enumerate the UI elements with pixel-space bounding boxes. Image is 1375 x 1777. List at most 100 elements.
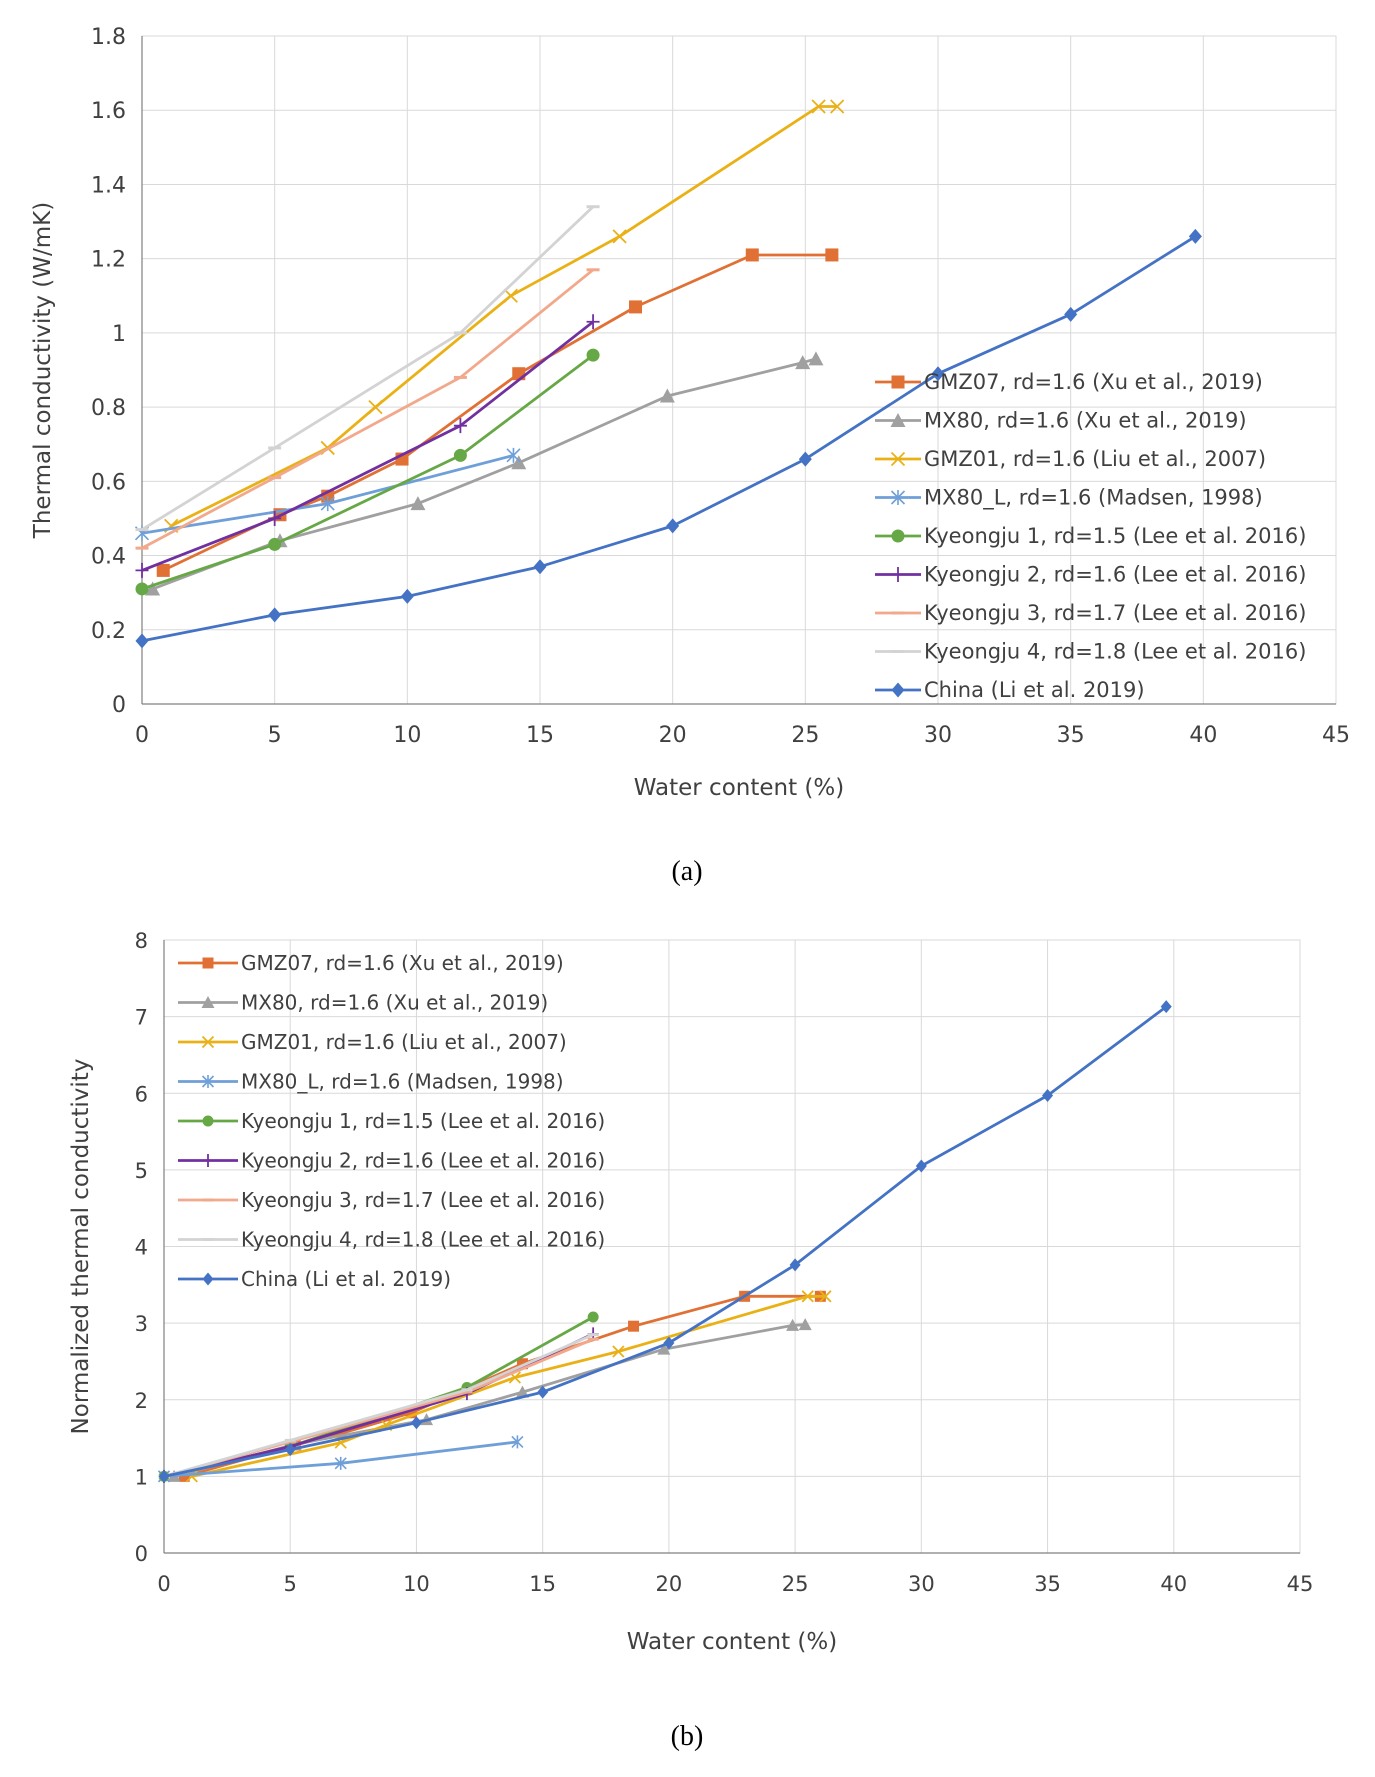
data-point xyxy=(368,399,383,415)
marker-shape xyxy=(819,1290,832,1303)
series-kyeongju-1-rd-1-5-lee-et-al-2016 xyxy=(135,348,600,596)
data-point xyxy=(612,1345,625,1358)
legend-marker xyxy=(890,413,906,427)
series-mx80-l-rd-1-6-madsen-1998 xyxy=(134,447,521,541)
marker-shape xyxy=(891,682,905,698)
marker-shape xyxy=(663,1336,675,1350)
data-point xyxy=(405,1407,417,1419)
marker-shape xyxy=(400,588,414,604)
legend-item: Kyeongju 4, rd=1.8 (Lee et al. 2016) xyxy=(875,640,1306,664)
x-tick-label: 5 xyxy=(268,723,282,748)
marker-shape xyxy=(1064,306,1078,322)
series-line xyxy=(163,1337,594,1478)
data-point xyxy=(135,562,149,578)
data-point xyxy=(666,518,680,534)
series-line xyxy=(141,268,594,550)
data-point xyxy=(786,1318,800,1331)
marker-shape xyxy=(405,1407,417,1419)
legend-item: MX80_L, rd=1.6 (Madsen, 1998) xyxy=(178,1070,564,1094)
marker-shape xyxy=(890,451,906,467)
marker-shape xyxy=(1188,228,1202,244)
series-line xyxy=(141,320,594,572)
legend-item: GMZ07, rd=1.6 (Xu et al., 2019) xyxy=(875,370,1263,394)
marker-shape xyxy=(335,1427,347,1439)
data-point xyxy=(537,1385,549,1399)
legend-label: Kyeongju 2, rd=1.6 (Lee et al. 2016) xyxy=(241,1149,605,1173)
data-point xyxy=(659,388,675,403)
data-point xyxy=(830,99,845,114)
legend-item: China (Li et al. 2019) xyxy=(875,678,1145,702)
series-line xyxy=(141,205,595,531)
marker-shape xyxy=(891,529,905,543)
legend-label: MX80_L, rd=1.6 (Madsen, 1998) xyxy=(241,1070,564,1094)
legend-marker xyxy=(201,1035,215,1049)
x-tick-label: 40 xyxy=(1160,1572,1187,1596)
data-point xyxy=(335,1427,347,1439)
marker-shape xyxy=(830,99,845,114)
marker-shape xyxy=(628,1320,640,1332)
marker-shape xyxy=(587,1311,599,1323)
x-tick-label: 20 xyxy=(659,723,687,748)
marker-shape xyxy=(537,1385,549,1399)
legend-label: China (Li et al. 2019) xyxy=(924,678,1145,702)
marker-shape xyxy=(334,1456,347,1470)
marker-shape xyxy=(268,607,282,623)
y-tick-label: 0.8 xyxy=(91,396,126,421)
data-point xyxy=(533,559,547,575)
data-point xyxy=(453,448,467,462)
marker-shape xyxy=(284,1443,296,1457)
data-point xyxy=(284,1443,296,1457)
y-tick-label: 0.6 xyxy=(91,470,126,495)
data-point xyxy=(915,1159,927,1173)
x-tick-label: 25 xyxy=(791,723,819,748)
data-point xyxy=(334,1456,347,1470)
marker-shape xyxy=(135,633,149,649)
legend-item: MX80_L, rd=1.6 (Madsen, 1998) xyxy=(875,486,1263,511)
data-point xyxy=(320,496,335,512)
marker-shape xyxy=(808,351,824,366)
marker-shape xyxy=(533,559,547,575)
marker-shape xyxy=(453,448,467,462)
x-tick-label: 45 xyxy=(1287,1572,1314,1596)
marker-shape xyxy=(891,567,905,582)
marker-shape xyxy=(629,300,643,314)
series-line xyxy=(163,1332,594,1478)
data-point xyxy=(628,1320,640,1332)
x-tick-label: 30 xyxy=(924,723,952,748)
legend-marker xyxy=(202,957,214,969)
gridlines xyxy=(164,939,1301,1553)
marker-shape xyxy=(202,1115,214,1127)
legend-marker xyxy=(201,1075,215,1088)
series-kyeongju-4-rd-1-8-lee-et-al-2016 xyxy=(135,205,600,532)
y-tick-label: 2 xyxy=(135,1389,148,1413)
x-tick-label: 35 xyxy=(1034,1572,1061,1596)
marker-shape xyxy=(890,490,906,505)
x-tick-label: 15 xyxy=(526,723,554,748)
y-tick-label: 1.6 xyxy=(91,99,126,124)
series-line xyxy=(170,105,838,528)
y-tick-label: 1.2 xyxy=(91,248,126,273)
marker-shape xyxy=(135,582,149,596)
y-tick-label: 4 xyxy=(135,1236,148,1260)
legend-item: Kyeongju 3, rd=1.7 (Lee et al. 2016) xyxy=(875,601,1306,625)
x-tick-label: 35 xyxy=(1057,723,1085,748)
x-axis-label: Water content (%) xyxy=(627,1629,837,1655)
marker-shape xyxy=(202,1272,214,1286)
legend-item: Kyeongju 1, rd=1.5 (Lee et al. 2016) xyxy=(178,1109,605,1133)
marker-shape xyxy=(666,518,680,534)
data-point xyxy=(135,582,149,596)
data-point xyxy=(453,418,467,434)
legend-label: Kyeongju 1, rd=1.5 (Lee et al. 2016) xyxy=(924,524,1306,548)
data-point xyxy=(268,537,282,551)
marker-shape xyxy=(586,314,600,330)
data-point xyxy=(158,1469,170,1483)
y-axis-label: Normalized thermal conductivity xyxy=(68,1059,94,1435)
marker-shape xyxy=(890,413,906,427)
x-tick-label: 15 xyxy=(529,1572,556,1596)
data-point xyxy=(156,563,170,577)
data-point xyxy=(503,288,518,303)
series-gmz01-rd-1-6-liu-et-al-2007 xyxy=(185,1290,832,1483)
x-tick-label: 10 xyxy=(393,723,421,748)
